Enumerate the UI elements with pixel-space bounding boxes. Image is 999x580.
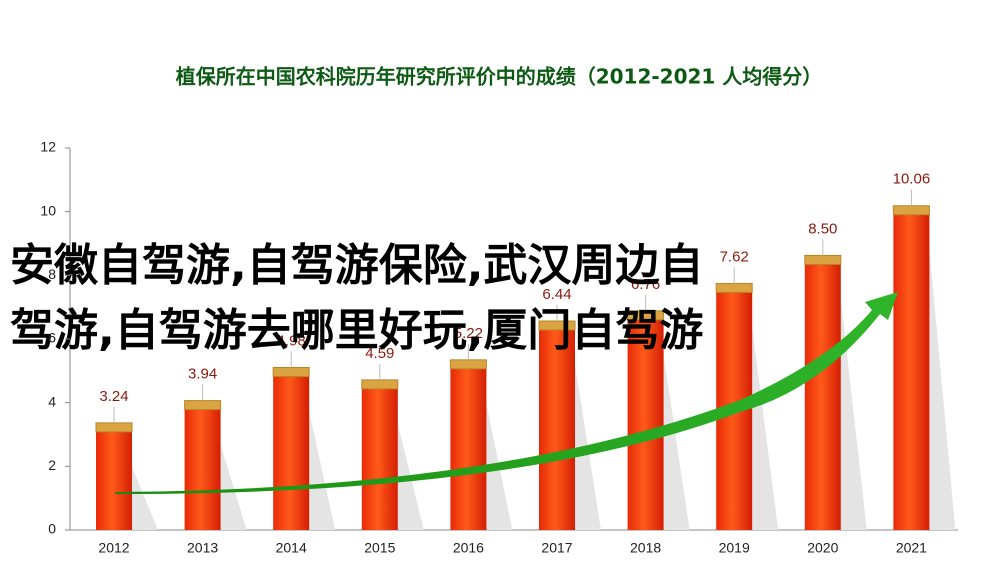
bar-cap — [715, 282, 753, 293]
x-tick-label: 2012 — [98, 540, 129, 556]
y-tick-label: 2 — [48, 457, 56, 473]
bar — [627, 314, 664, 530]
value-label: 4.59 — [365, 345, 394, 362]
bar-cap — [892, 205, 930, 216]
bar-shadow — [752, 327, 779, 530]
y-tick-label: 8 — [48, 266, 56, 282]
x-tick-label: 2021 — [896, 540, 927, 556]
value-label: 6.44 — [542, 286, 571, 303]
y-tick-label: 4 — [48, 393, 56, 409]
chart-title: 植保所在中国农科院历年研究所评价中的成绩（2012-2021 人均得分） — [176, 65, 823, 89]
bar-shadow — [663, 354, 690, 530]
bar — [96, 426, 132, 530]
bar-cap — [95, 422, 133, 433]
bar-shadow — [309, 411, 336, 530]
x-tick-label: 2013 — [187, 540, 218, 556]
x-tick-label: 2016 — [453, 540, 484, 556]
value-label: 7.62 — [720, 248, 749, 265]
bar — [450, 363, 487, 530]
value-label: 3.94 — [188, 366, 217, 383]
value-label: 3.24 — [99, 388, 128, 405]
bar — [893, 209, 930, 531]
x-tick-label: 2017 — [541, 540, 572, 556]
bar-shadow — [840, 299, 867, 530]
value-label: 6.76 — [631, 276, 660, 293]
x-tick-label: 2015 — [364, 540, 395, 556]
watermark-line: 驾游,自驾游去哪里好玩,厦门自驾游 — [10, 305, 703, 356]
bar-cap — [361, 379, 399, 390]
bar — [184, 404, 221, 530]
bar — [273, 371, 310, 530]
bar-cap — [184, 400, 222, 411]
y-tick-label: 10 — [40, 202, 56, 218]
y-tick-label: 6 — [48, 330, 56, 346]
value-label: 5.22 — [454, 325, 483, 342]
bar — [539, 324, 575, 530]
bar-shadow — [486, 403, 513, 530]
bar-cap — [449, 359, 487, 370]
bar — [804, 259, 841, 530]
y-tick-label: 12 — [40, 139, 56, 155]
watermark-line: 安徽自驾游,自驾游保险,武汉周边自 — [10, 240, 703, 291]
value-label: 8.50 — [808, 220, 837, 237]
bar-cap — [272, 366, 310, 377]
value-label: 10.06 — [893, 171, 931, 188]
x-tick-label: 2018 — [630, 540, 661, 556]
bar — [361, 383, 398, 530]
x-tick-label: 2020 — [807, 540, 838, 556]
value-label: 4.98 — [277, 332, 306, 349]
bar-cap — [804, 254, 842, 265]
y-tick-label: 0 — [48, 521, 56, 537]
x-tick-label: 2014 — [276, 540, 307, 556]
bar-shadow — [220, 444, 247, 530]
x-tick-label: 2019 — [719, 540, 750, 556]
bar-shadow — [132, 466, 158, 530]
bar-shadow — [929, 249, 956, 531]
